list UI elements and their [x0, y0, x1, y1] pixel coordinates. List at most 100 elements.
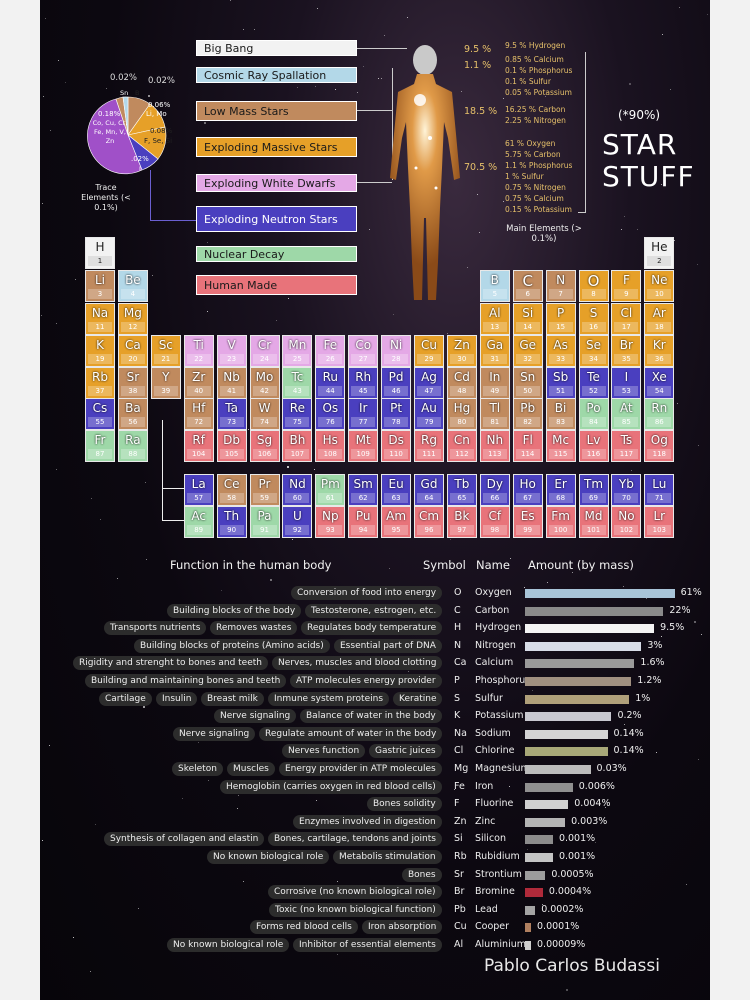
element-number: 98	[482, 525, 507, 535]
element-symbol: Fm	[551, 509, 570, 523]
element-symbol: Tl	[489, 401, 501, 415]
row-name: Potassium	[475, 710, 524, 722]
human-figure	[390, 45, 460, 300]
body-element-line: 61 % Oxygen	[505, 139, 556, 148]
body-element-line: 1 % Sulfur	[505, 172, 544, 181]
pie-pct-1: 0.02%	[110, 73, 138, 83]
element-symbol: Mn	[288, 338, 307, 352]
function-tag: Building and maintaining bones and teeth	[85, 674, 287, 688]
element-symbol: La	[191, 477, 206, 491]
element-symbol: Ac	[191, 509, 206, 523]
f-block-connector	[162, 420, 163, 520]
element-symbol: Gd	[420, 477, 438, 491]
element-cf: Cf 98	[479, 506, 510, 538]
headline-star: STAR	[602, 128, 678, 161]
body-group-4: 61 % Oxygen 5.75 % Carbon 1.1 % Phosphorus…	[505, 138, 572, 215]
star	[565, 989, 568, 992]
element-pd: Pd 46	[381, 367, 412, 399]
element-symbol: Xe	[651, 370, 667, 384]
function-tag: Cartilage	[99, 691, 152, 706]
element-symbol: At	[620, 401, 633, 415]
star	[479, 232, 481, 234]
row-symbol: S	[454, 692, 461, 704]
element-mc: Mc 115	[545, 430, 576, 462]
main-elements-title: Main Elements (> 0.1%)	[506, 224, 582, 244]
element-symbol: Eu	[388, 477, 404, 491]
star	[269, 578, 272, 581]
element-sm: Sm 62	[348, 474, 379, 506]
star	[388, 568, 390, 570]
pie-pct-4: 0.18%	[98, 110, 121, 118]
element-number: 25	[285, 354, 310, 364]
pie-label-sn: Sn	[120, 89, 129, 97]
row-name: Lead	[475, 903, 498, 915]
element-number: 43	[285, 386, 310, 396]
element-symbol: Am	[386, 509, 407, 523]
element-symbol: Cf	[488, 509, 502, 523]
element-cm: Cm 96	[414, 506, 444, 538]
row-amount: 61%	[680, 587, 702, 598]
element-number: 117	[614, 449, 639, 459]
element-symbol: Pt	[390, 401, 403, 415]
element-number: 52	[581, 386, 606, 396]
element-number: 33	[548, 354, 573, 364]
star	[662, 33, 664, 35]
element-number: 72	[186, 417, 211, 427]
element-bi: Bi 83	[545, 398, 576, 430]
star	[91, 497, 93, 499]
star	[143, 705, 146, 708]
star	[291, 538, 293, 540]
amount-bar	[525, 905, 536, 915]
star	[407, 670, 409, 672]
element-number: 35	[614, 354, 639, 364]
function-tag: ATP molecules energy provider	[290, 674, 442, 688]
element-symbol: Ts	[620, 433, 633, 447]
pie-label-limo: Li, Mo	[146, 110, 167, 118]
row-amount: 0.00009%	[537, 939, 586, 950]
pie-label-fse: F, Se, Si	[144, 137, 173, 145]
body-element-line: 0.05 % Potassium	[505, 88, 572, 97]
element-rf: Rf 104	[183, 430, 214, 462]
element-number: 41	[219, 386, 244, 396]
connector-line	[150, 220, 196, 221]
star	[624, 723, 626, 725]
star	[628, 82, 631, 85]
element-kr: Kr 36	[644, 335, 675, 367]
star	[707, 14, 709, 16]
element-number: 83	[548, 417, 573, 427]
element-v: V 23	[216, 335, 247, 367]
element-symbol: Rg	[421, 433, 437, 447]
row-name: Sodium	[475, 727, 511, 739]
body-pct-minerals: 1.1 %	[464, 60, 492, 71]
star	[287, 298, 289, 300]
element-symbol: Cs	[92, 401, 108, 415]
star	[446, 332, 448, 334]
row-name: Chlorine	[475, 745, 515, 757]
element-pm: Pm 61	[315, 474, 346, 506]
element-os: Os 76	[315, 398, 346, 430]
function-tag: Nerves, muscles and blood clotting	[272, 656, 443, 671]
element-number: 75	[285, 417, 310, 427]
row-amount: 0.006%	[578, 780, 615, 792]
star	[356, 92, 358, 94]
element-symbol: Ni	[389, 338, 403, 352]
body-pct-carbon-nitrogen: 18.5 %	[464, 106, 498, 117]
pie-pct-6: .02%	[131, 155, 149, 163]
element-symbol: Er	[554, 477, 567, 491]
element-no: No 102	[611, 506, 642, 538]
row-name: Silicon	[475, 833, 507, 845]
body-element-line: 5.75 % Carbon	[505, 150, 561, 159]
element-sb: Sb 51	[545, 367, 576, 399]
element-symbol: Lu	[652, 477, 667, 491]
function-tag: Toxic (no known biological function)	[269, 902, 442, 917]
element-symbol: Sm	[353, 477, 373, 491]
element-symbol: Br	[619, 338, 633, 352]
element-ba: Ba 56	[117, 398, 148, 430]
element-symbol: P	[556, 306, 565, 320]
element-symbol: Ds	[388, 433, 404, 447]
element-ce: Ce 58	[216, 474, 247, 506]
element-ta: Ta 73	[216, 398, 247, 430]
element-yb: Yb 70	[611, 474, 642, 506]
